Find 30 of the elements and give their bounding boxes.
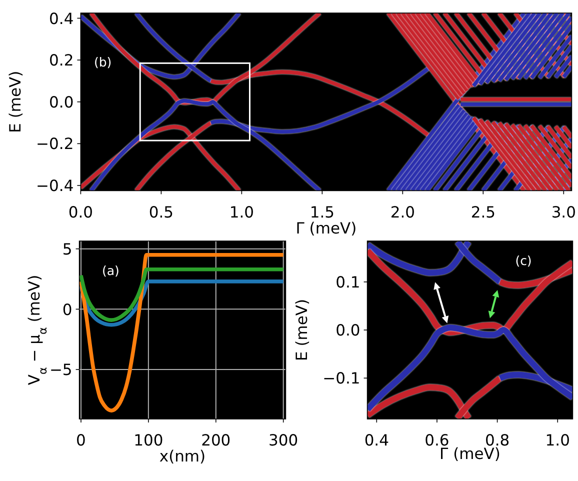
annotation: (c) — [515, 253, 532, 268]
x-tick-label: 2.5 — [470, 203, 496, 222]
annotation: (b) — [94, 54, 112, 70]
y-tick-label: 0.1 — [336, 273, 360, 292]
y-tick-label: −5 — [49, 361, 72, 380]
x-tick-label: 0 — [76, 432, 86, 450]
y-tick-label: 0.4 — [49, 10, 74, 28]
x-tick-label: 0.5 — [148, 203, 174, 222]
x-tick-label: 3.0 — [551, 203, 576, 222]
y-tick-label: 0.2 — [49, 52, 74, 70]
annotation: (a) — [102, 262, 120, 278]
x-axis-title: x(nm) — [159, 448, 206, 466]
y-tick-label: −0.2 — [36, 135, 74, 154]
x-tick-label: 100 — [134, 432, 164, 450]
x-tick-label: 1.0 — [545, 432, 570, 450]
y-tick-label: −0.4 — [36, 177, 74, 196]
y-tick-label: 0.0 — [336, 322, 360, 340]
x-tick-label: 1.5 — [310, 203, 335, 222]
y-tick-label: 5 — [62, 240, 72, 258]
x-axis-title: Γ (meV) — [296, 220, 357, 238]
x-tick-label: 200 — [201, 432, 231, 450]
x-tick-label: 1.0 — [229, 203, 254, 222]
y-tick-label: 0 — [62, 300, 72, 319]
x-tick-label: 0.4 — [364, 432, 389, 450]
y-axis-title: E (meV) — [6, 70, 25, 133]
x-tick-label: 2.0 — [390, 203, 415, 222]
y-axis-title: E (meV) — [293, 298, 311, 362]
y-tick-label: 0.0 — [49, 93, 74, 112]
x-tick-label: 300 — [268, 432, 298, 450]
y-tick-label: −0.1 — [322, 370, 360, 388]
